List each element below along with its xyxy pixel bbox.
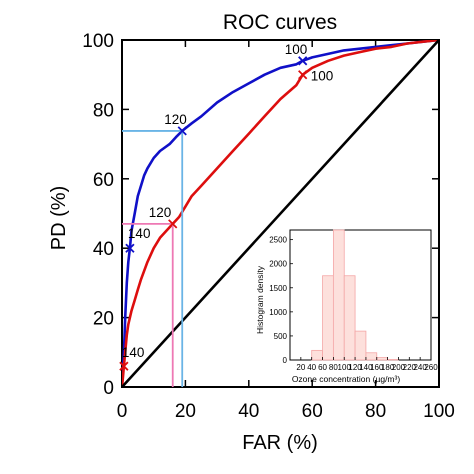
histogram-bar [322, 275, 334, 361]
roc-series-line-2 [122, 40, 439, 387]
inset-x-tick-label: 100 [338, 363, 352, 372]
histogram-bar [354, 330, 367, 361]
inset-y-tick-label: 500 [274, 332, 288, 341]
x-tick-label: 100 [423, 401, 455, 422]
inset-y-tick-label: 1500 [269, 284, 287, 293]
threshold-marker [177, 126, 187, 136]
plot-frame [121, 39, 440, 388]
inset-y-axis-label: Histogram density [255, 265, 265, 334]
y-tick-label: 80 [93, 100, 114, 121]
inset-y-tick-label: 1000 [269, 308, 287, 317]
y-tick-label: 0 [103, 378, 114, 399]
roc-series-line-1 [122, 40, 439, 387]
chart-title: ROC curves [223, 11, 337, 34]
y-tick-label: 20 [93, 309, 114, 330]
threshold-label: 100 [285, 42, 308, 57]
inset-x-axis-label: Ozone concentration (µg/m³) [292, 374, 401, 384]
inset-x-tick-label: 160 [370, 363, 384, 372]
threshold-marker [125, 243, 135, 253]
x-tick-label: 20 [175, 401, 196, 422]
inset-x-tick-label: 120 [348, 363, 362, 372]
threshold-marker [119, 361, 129, 371]
y-axis-label: PD (%) [48, 186, 70, 250]
threshold-marker [168, 219, 178, 229]
threshold-label: 140 [128, 226, 151, 241]
inset-y-tick-label: 2500 [269, 236, 287, 245]
threshold-marker [298, 56, 308, 66]
threshold-marker [298, 70, 308, 80]
inset-x-tick-label: 20 [296, 363, 305, 372]
threshold-label: 120 [149, 205, 172, 220]
inset-y-tick-label: 2000 [269, 260, 287, 269]
histogram-bar [311, 349, 323, 361]
histogram-bar [343, 275, 356, 361]
inset-x-tick-label: 40 [307, 363, 316, 372]
y-tick-label: 60 [93, 170, 114, 191]
inset-x-tick-label: 220 [403, 363, 417, 372]
inset-x-tick-label: 140 [359, 363, 373, 372]
histogram-bar [376, 357, 389, 361]
threshold-label: 100 [311, 69, 334, 84]
inset-x-tick-label: 240 [413, 363, 427, 372]
x-tick-label: 40 [238, 401, 259, 422]
x-tick-label: 80 [365, 401, 386, 422]
inset-x-tick-label: 200 [392, 363, 406, 372]
inset-x-tick-label: 180 [381, 363, 395, 372]
inset-x-tick-label: 80 [329, 363, 338, 372]
x-tick-label: 0 [117, 401, 128, 422]
roc-series-line-0 [122, 40, 439, 387]
threshold-label: 120 [164, 112, 187, 127]
inset-x-tick-label: 60 [318, 363, 327, 372]
inset-y-tick-label: 0 [283, 356, 288, 365]
histogram-bar [365, 352, 378, 361]
x-tick-label: 60 [302, 401, 323, 422]
ozone-histogram-inset: Ozone concentration (µg/m³) Histogram de… [255, 229, 438, 384]
threshold-label: 140 [122, 345, 145, 360]
y-tick-label: 100 [82, 31, 114, 52]
x-axis-label: FAR (%) [242, 432, 318, 454]
inset-x-tick-label: 260 [424, 363, 438, 372]
histogram-bar [332, 229, 345, 361]
y-tick-label: 40 [93, 239, 114, 260]
